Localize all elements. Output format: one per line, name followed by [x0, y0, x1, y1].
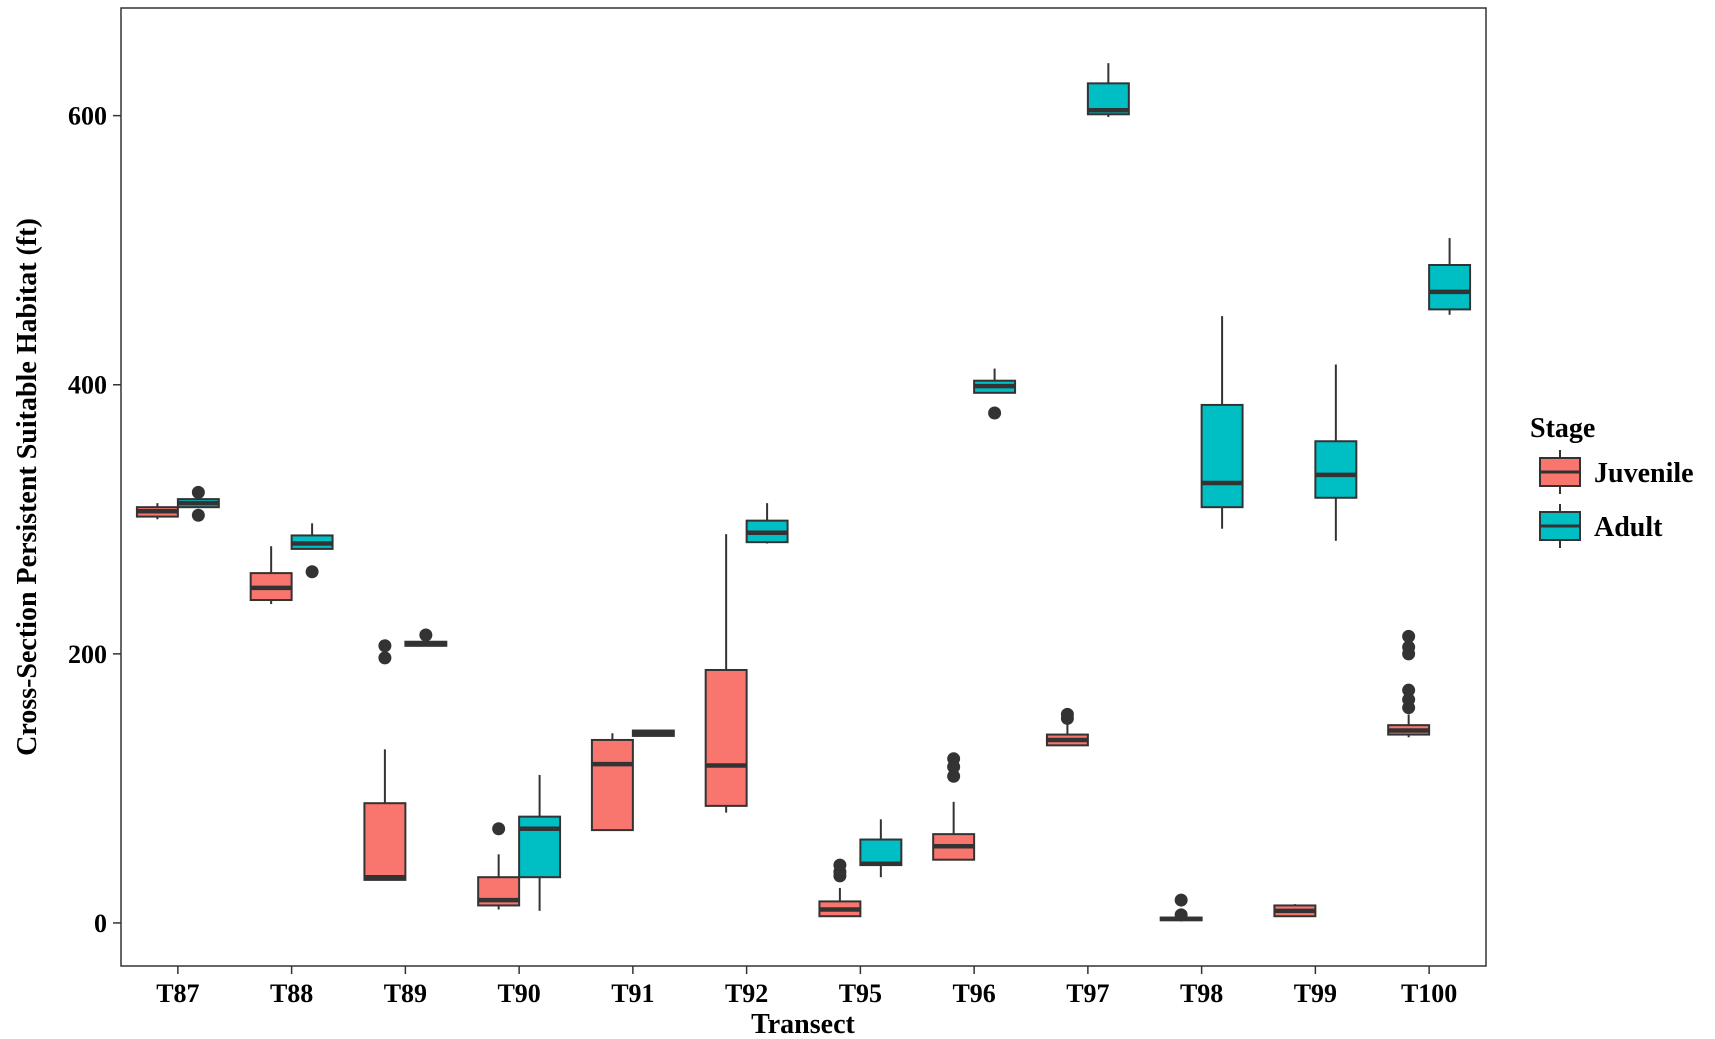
box-body: [1428, 263, 1472, 311]
outlier-point: [947, 752, 961, 766]
x-axis: T87 T88 T89 T90 T91 T92 T95 T96 T97 T98 T99 T100: [156, 966, 1457, 1008]
box-adult-t96: [973, 368, 1017, 420]
outlier-point: [191, 508, 205, 522]
box-body: [590, 738, 634, 832]
box-adult-t100: [1428, 238, 1472, 315]
box-juvenile-t100: [1387, 629, 1431, 738]
x-tick-label: T89: [384, 979, 427, 1008]
box-juvenile-t89: [363, 639, 407, 881]
box-body: [363, 802, 407, 881]
box-juvenile-t97: [1045, 707, 1089, 747]
box-body: [859, 838, 903, 867]
x-tick-label: T100: [1401, 979, 1457, 1008]
box-adult-t87: [176, 485, 220, 522]
box-adult-t88: [290, 523, 334, 579]
legend-label-adult: Adult: [1594, 512, 1663, 543]
outlier-point: [947, 769, 961, 783]
outlier-point: [1174, 893, 1188, 907]
outlier-point: [1402, 640, 1416, 654]
box-juvenile-t91: [590, 733, 634, 832]
y-axis-title: Cross-Section Persistent Suitable Habita…: [12, 218, 43, 756]
x-tick-label: T88: [270, 979, 313, 1008]
box-juvenile-t98: [1159, 893, 1203, 922]
outlier-point: [191, 485, 205, 499]
box-juvenile-t92: [704, 534, 748, 813]
outlier-point: [1402, 693, 1416, 707]
outlier-point: [419, 628, 433, 642]
plot-panel: [120, 7, 1487, 967]
box-juvenile-t95: [818, 858, 862, 918]
x-tick-label: T92: [725, 979, 768, 1008]
outlier-point: [1402, 629, 1416, 643]
box-juvenile-t88: [249, 546, 293, 605]
box-body: [1314, 440, 1358, 499]
box-adult-t98: [1200, 316, 1244, 529]
box-adult-t89: [404, 628, 448, 647]
y-tick-label: 600: [68, 102, 107, 131]
legend: Stage Juvenile Adult: [1530, 413, 1694, 548]
box-body: [1200, 403, 1244, 509]
x-axis-title: Transect: [751, 1009, 855, 1039]
x-tick-label: T95: [839, 979, 882, 1008]
legend-items: Juvenile Adult: [1539, 450, 1694, 548]
outlier-point: [1402, 683, 1416, 697]
boxes-layer: [135, 63, 1472, 922]
x-tick-label: T99: [1294, 979, 1337, 1008]
x-tick-label: T87: [156, 979, 199, 1008]
outlier-point: [988, 406, 1002, 420]
x-tick-label: T91: [611, 979, 654, 1008]
x-tick-label: T90: [497, 979, 540, 1008]
outlier-point: [1174, 908, 1188, 922]
box-adult-t99: [1314, 364, 1358, 541]
outlier-point: [1060, 707, 1074, 721]
legend-key-juvenile: [1539, 450, 1581, 494]
y-tick-label: 0: [94, 909, 107, 938]
y-tick-label: 400: [68, 371, 107, 400]
outlier-point: [833, 858, 847, 872]
box-adult-t91: [631, 729, 675, 737]
box-juvenile-t96: [932, 752, 976, 861]
box-adult-t95: [859, 819, 903, 878]
x-tick-label: T98: [1180, 979, 1223, 1008]
outlier-point: [378, 639, 392, 653]
box-body: [518, 815, 562, 879]
x-tick-label: T97: [1066, 979, 1109, 1008]
y-axis: 0 200 400 600: [68, 102, 121, 938]
y-tick-label: 200: [68, 640, 107, 669]
box-juvenile-t90: [477, 822, 521, 910]
x-tick-label: T96: [952, 979, 995, 1008]
box-adult-t97: [1086, 63, 1130, 117]
box-adult-t92: [745, 503, 789, 544]
outlier-point: [305, 565, 319, 579]
box-juvenile-t87: [135, 503, 179, 520]
legend-key-adult: [1539, 504, 1581, 548]
box-juvenile-t99: [1273, 904, 1317, 918]
legend-label-juvenile: Juvenile: [1594, 458, 1694, 489]
legend-title: Stage: [1530, 413, 1595, 444]
outlier-point: [492, 822, 506, 836]
box-adult-t90: [518, 774, 562, 911]
outlier-point: [378, 651, 392, 665]
box-body: [704, 668, 748, 807]
